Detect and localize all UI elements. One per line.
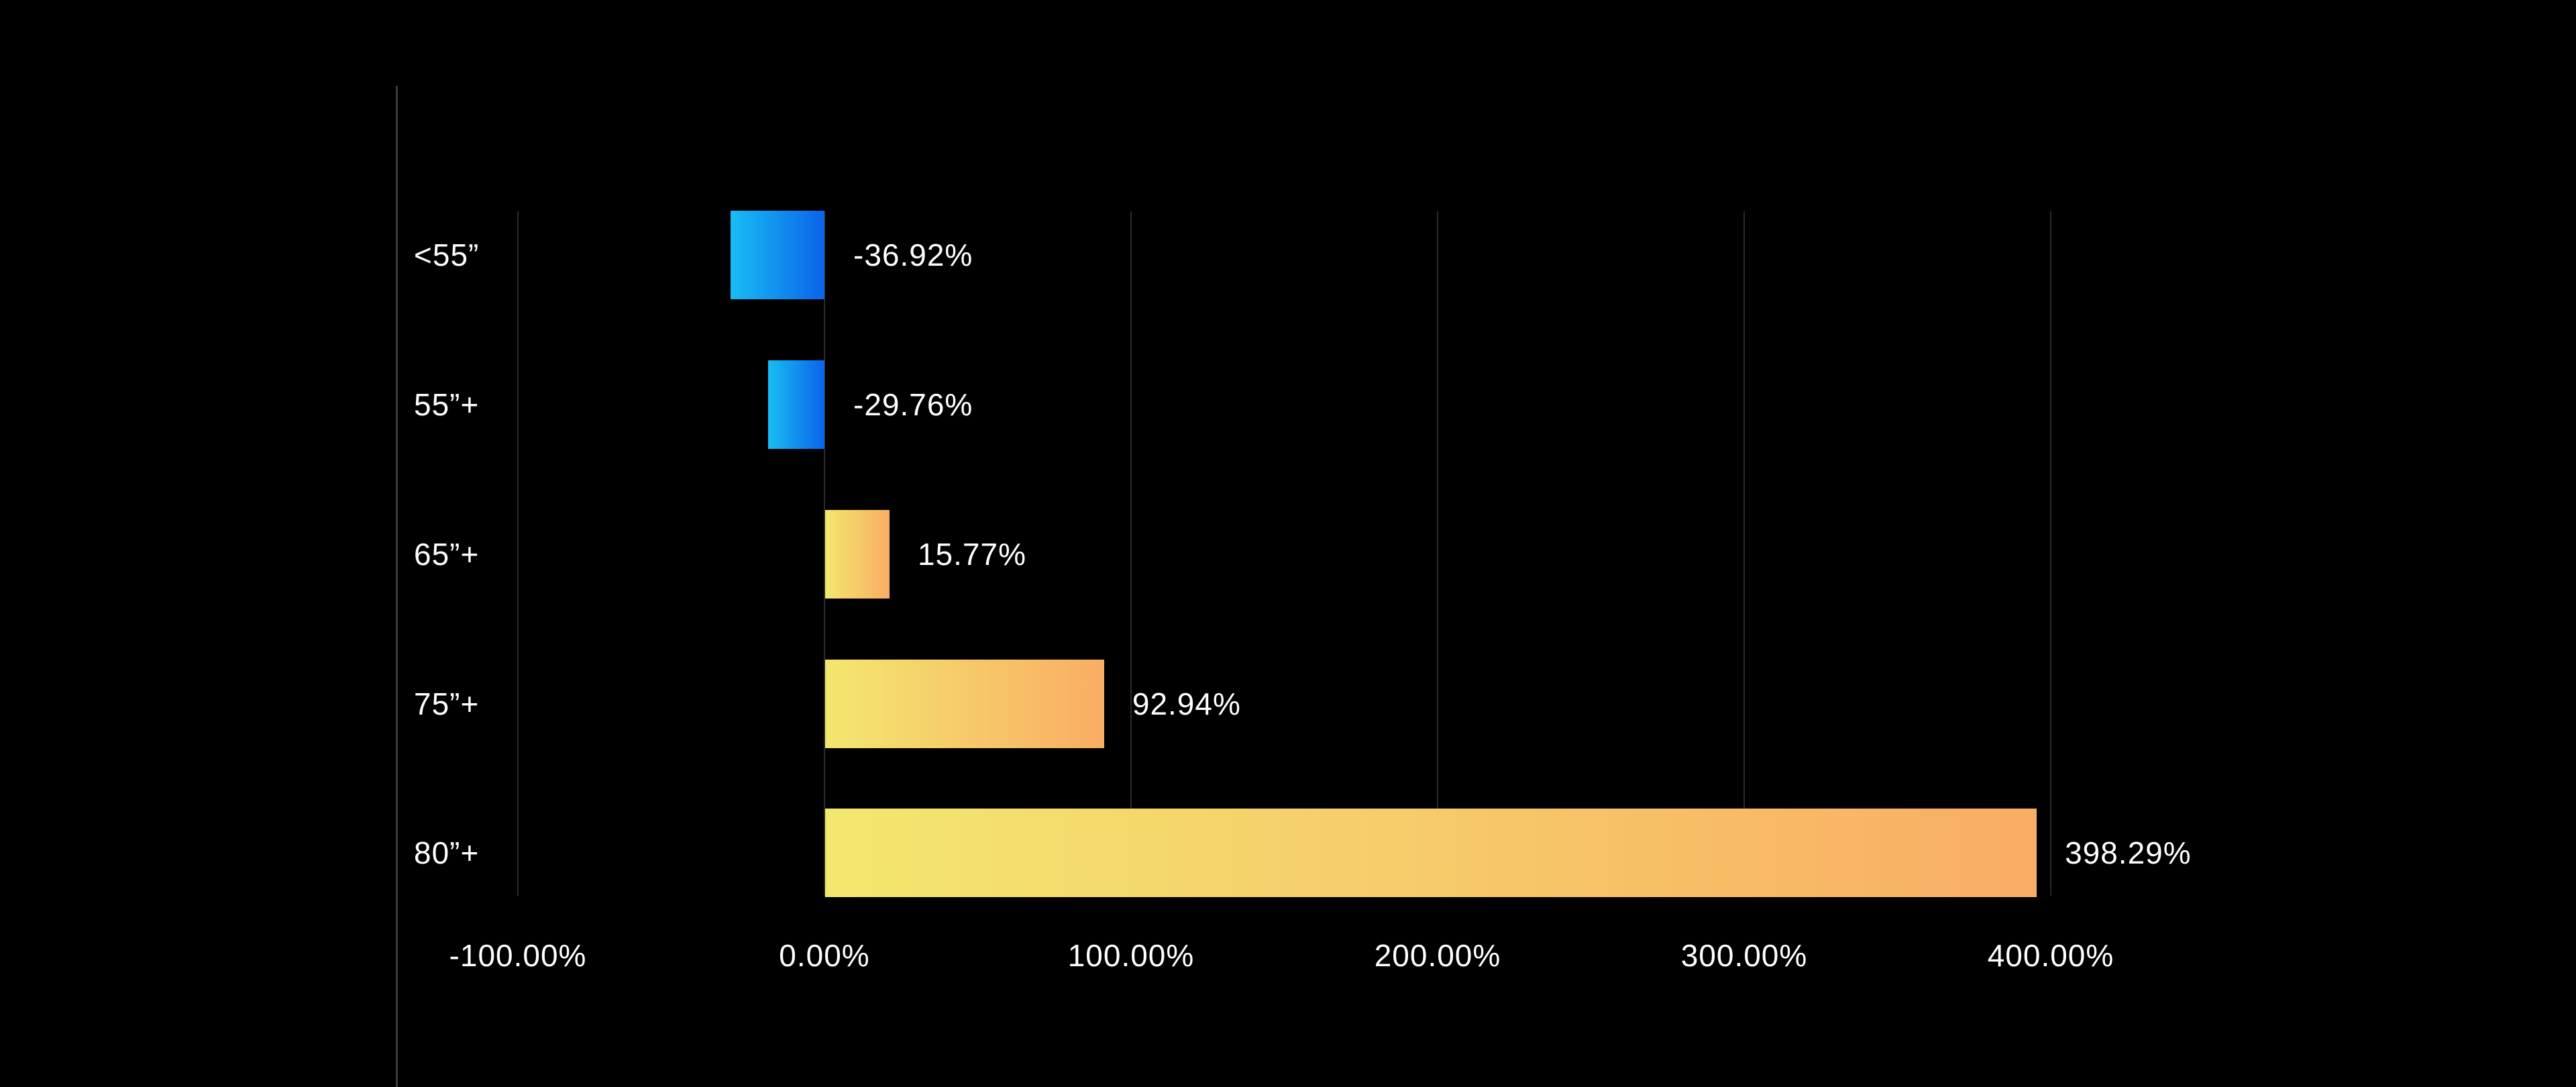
- value-label: 92.94%: [1132, 686, 1241, 721]
- value-label: 15.77%: [917, 537, 1026, 572]
- category-label: 65”+: [414, 537, 480, 572]
- x-tick-label: 400.00%: [1987, 938, 2114, 973]
- category-label: <55”: [414, 238, 480, 272]
- gridline: [1437, 211, 1438, 896]
- value-label: -29.76%: [853, 387, 973, 422]
- value-label: 398.29%: [2065, 835, 2192, 870]
- category-label: 55”+: [414, 387, 480, 422]
- gridline: [1130, 211, 1132, 896]
- x-tick-label: 0.00%: [779, 938, 870, 973]
- bar: [825, 510, 890, 599]
- gridline: [2050, 211, 2051, 896]
- x-tick-label: 300.00%: [1680, 938, 1808, 973]
- y-axis-line: [396, 86, 398, 1087]
- gridline: [517, 211, 519, 896]
- x-tick-label: 200.00%: [1374, 938, 1501, 973]
- bar: [731, 211, 824, 299]
- bar: [825, 660, 1104, 748]
- value-label: -36.92%: [853, 238, 973, 272]
- gridline: [1743, 211, 1745, 896]
- x-tick-label: -100.00%: [449, 938, 587, 973]
- category-label: 75”+: [414, 686, 480, 721]
- x-tick-label: 100.00%: [1067, 938, 1195, 973]
- bar: [767, 360, 824, 449]
- bar: [825, 809, 2037, 897]
- category-label: 80”+: [414, 835, 480, 870]
- gridline: [824, 211, 825, 896]
